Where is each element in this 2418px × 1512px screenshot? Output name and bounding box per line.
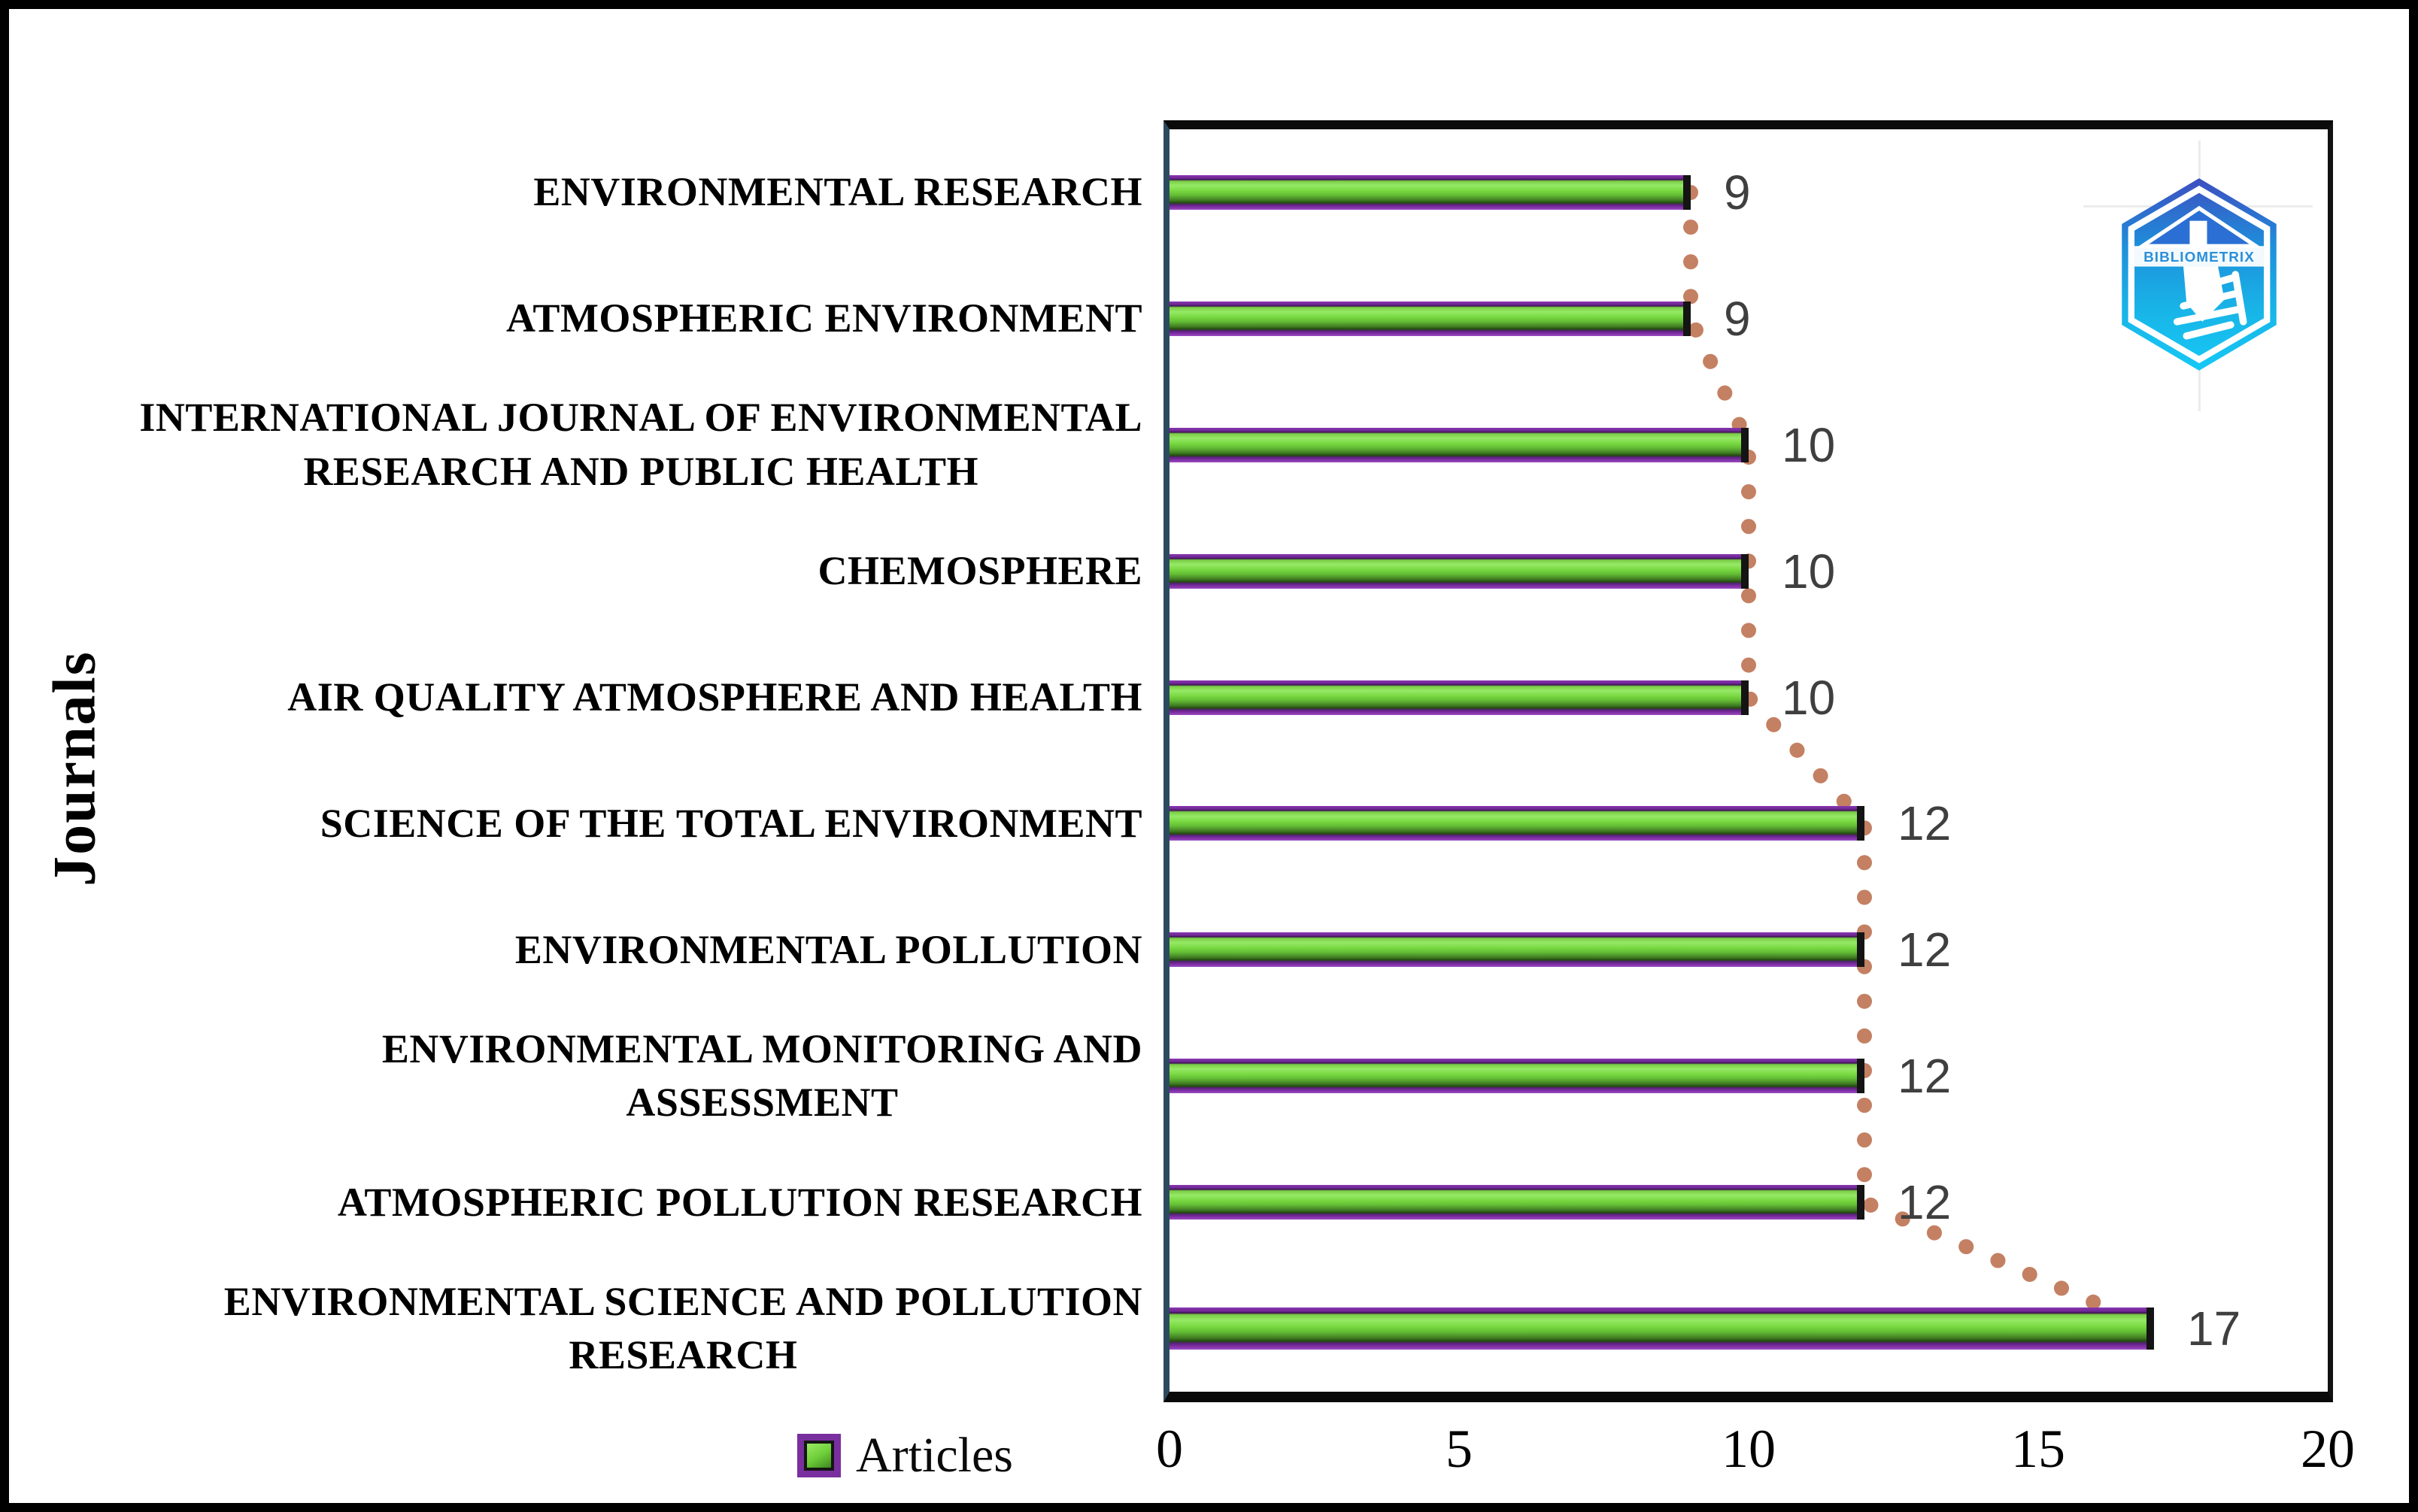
- value-label: 12: [1898, 1175, 1952, 1230]
- category-label: AIR QUALITY ATMOSPHERE AND HEALTH: [287, 674, 1142, 720]
- bar-6: [1170, 806, 1864, 841]
- x-axis-tick-label: 15: [2011, 1419, 2065, 1479]
- bar-10: [1170, 1307, 2154, 1350]
- bibliometrix-logo: BIBLIOMETRIX: [2122, 178, 2277, 371]
- category-label: SCIENCE OF THE TOTAL ENVIRONMENT: [320, 800, 1142, 846]
- category-label: ENVIRONMENTAL POLLUTION: [514, 926, 1142, 972]
- category-label: ENVIRONMENTAL SCIENCE AND POLLUTION RESE…: [223, 1278, 1142, 1378]
- category-label-row: ENVIRONMENTAL POLLUTION: [32, 886, 1142, 1013]
- bar-4: [1170, 553, 1749, 589]
- category-label-row: ENVIRONMENTAL MONITORING AND ASSESSMENT: [32, 1013, 1142, 1139]
- logo-text: BIBLIOMETRIX: [2143, 249, 2255, 265]
- value-label: 12: [1898, 796, 1952, 851]
- value-label: 9: [1724, 165, 1751, 220]
- value-label: 12: [1898, 923, 1952, 977]
- plot-area: 9 9 10 10 10 12 12 12 12 17 BIBLIOMETRIX: [1163, 120, 2333, 1402]
- x-axis-tick-label: 20: [2301, 1419, 2355, 1479]
- value-label: 10: [1782, 544, 1836, 598]
- bar-2: [1170, 301, 1691, 336]
- legend-swatch-articles: [797, 1434, 841, 1477]
- legend-swatch-inner: [804, 1441, 834, 1471]
- category-label-row: ENVIRONMENTAL SCIENCE AND POLLUTION RESE…: [32, 1265, 1142, 1392]
- category-label-row: ENVIRONMENTAL RESEARCH: [32, 129, 1142, 256]
- bar-8: [1170, 1059, 1864, 1094]
- category-label: ENVIRONMENTAL MONITORING AND ASSESSMENT: [381, 1026, 1142, 1126]
- category-label-row: INTERNATIONAL JOURNAL OF ENVIRONMENTAL R…: [32, 382, 1142, 508]
- category-label-row: SCIENCE OF THE TOTAL ENVIRONMENT: [32, 761, 1142, 887]
- category-label: ATMOSPHERIC POLLUTION RESEARCH: [337, 1179, 1142, 1225]
- value-label: 12: [1898, 1049, 1952, 1104]
- bar-1: [1170, 174, 1691, 210]
- x-axis-tick-label: 10: [1722, 1419, 1776, 1479]
- category-label: INTERNATIONAL JOURNAL OF ENVIRONMENTAL R…: [139, 395, 1142, 494]
- category-label: ATMOSPHERIC ENVIRONMENT: [505, 295, 1142, 341]
- value-label: 10: [1782, 670, 1836, 725]
- category-label-row: ATMOSPHERIC POLLUTION RESEARCH: [32, 1139, 1142, 1265]
- category-label: ENVIRONMENTAL RESEARCH: [533, 169, 1142, 215]
- x-axis-tick-label: 5: [1446, 1419, 1473, 1479]
- value-label: 10: [1782, 417, 1836, 472]
- bar-7: [1170, 932, 1864, 968]
- value-label: 9: [1724, 291, 1751, 346]
- bar-5: [1170, 680, 1749, 715]
- value-label: 17: [2187, 1301, 2241, 1356]
- category-label: CHEMOSPHERE: [818, 548, 1142, 593]
- legend-label: Articles: [856, 1428, 1013, 1483]
- bar-3: [1170, 427, 1749, 462]
- category-label-row: ATMOSPHERIC ENVIRONMENT: [32, 256, 1142, 382]
- legend: Articles: [797, 1427, 1013, 1484]
- x-axis-tick-label: 0: [1156, 1419, 1183, 1479]
- bar-9: [1170, 1185, 1864, 1220]
- category-label-row: CHEMOSPHERE: [32, 508, 1142, 635]
- category-label-row: AIR QUALITY ATMOSPHERE AND HEALTH: [32, 635, 1142, 761]
